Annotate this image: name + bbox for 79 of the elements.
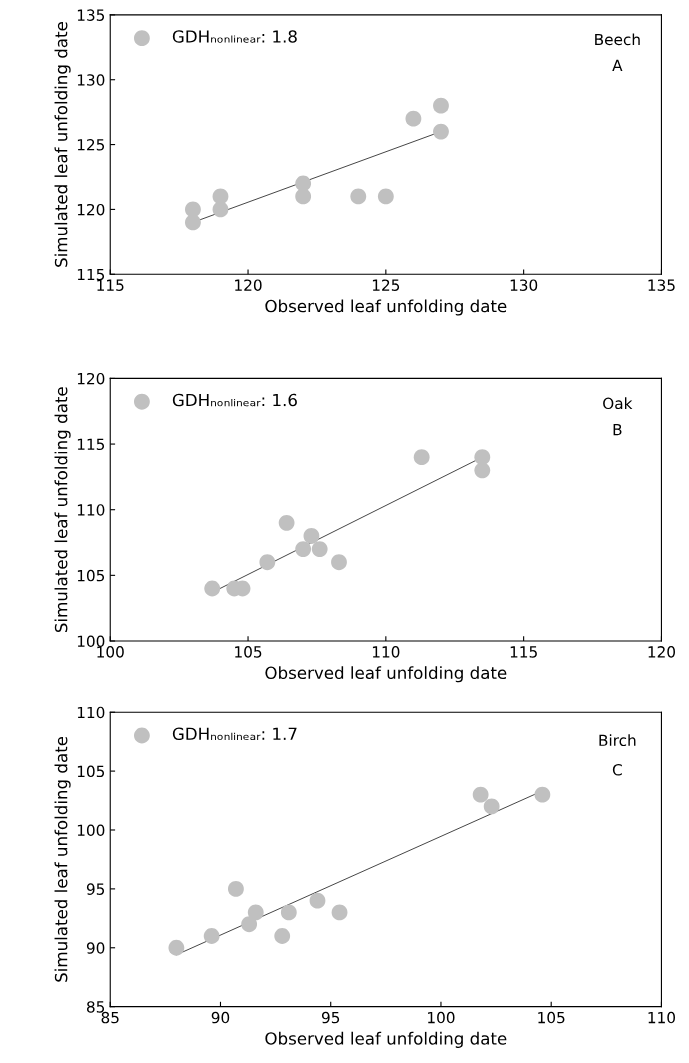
x-tick-label: 110 — [372, 646, 400, 658]
point — [274, 928, 291, 944]
point — [259, 554, 276, 571]
y-tick-label: 135 — [77, 9, 105, 21]
y-tick-label: 130 — [77, 74, 105, 86]
point — [474, 462, 491, 479]
x-tick-label: 120 — [235, 279, 262, 291]
y-tick-label: 110 — [77, 504, 105, 516]
point — [295, 175, 312, 192]
point — [433, 97, 449, 114]
point — [483, 798, 500, 815]
point — [185, 201, 201, 218]
y-tick-label: 115 — [77, 268, 105, 281]
y-tick-label: 120 — [77, 203, 105, 216]
y-tick-label: 125 — [77, 139, 105, 151]
point — [212, 201, 229, 218]
y-tick-label: 105 — [77, 765, 105, 778]
point — [228, 880, 244, 897]
point — [295, 188, 312, 205]
x-tick-label: 105 — [235, 646, 262, 658]
point — [433, 123, 449, 140]
point — [295, 541, 312, 558]
x-tick-label: 85 — [101, 1011, 119, 1024]
x-tick-label: 90 — [211, 1011, 230, 1024]
point — [168, 939, 185, 956]
x-tick-label: 115 — [97, 279, 124, 291]
x-axis-title: Observed leaf unfolding date — [265, 299, 507, 316]
point — [203, 928, 220, 944]
y-axis-title: Simulated leaf unfolding date — [54, 387, 71, 633]
annotation: Beech — [595, 33, 640, 46]
x-axis-title: Observed leaf unfolding date — [265, 666, 507, 683]
y-tick-label: 100 — [77, 824, 105, 837]
y-tick-label: 115 — [77, 438, 105, 451]
x-axis-title: Observed leaf unfolding date — [265, 1031, 507, 1048]
point — [405, 110, 422, 127]
x-tick-label: 100 — [97, 646, 124, 658]
point — [534, 786, 551, 803]
y-tick-label: 100 — [77, 635, 105, 648]
point — [472, 786, 489, 803]
point — [331, 554, 347, 571]
y-tick-label: 85 — [86, 1001, 105, 1013]
x-tick-label: 115 — [510, 646, 537, 658]
x-tick-label: 110 — [648, 1011, 676, 1024]
point — [474, 449, 491, 466]
x-tick-label: 130 — [510, 279, 538, 291]
annotation: Oak — [603, 397, 633, 410]
point — [247, 904, 264, 921]
x-tick-label: 125 — [372, 279, 400, 291]
point — [185, 214, 201, 231]
point — [311, 541, 328, 558]
y-tick-label: 110 — [77, 706, 105, 719]
point — [413, 449, 430, 466]
x-tick-label: 135 — [648, 279, 675, 291]
point — [204, 580, 221, 597]
y-axis-title: Simulated leaf unfolding date — [54, 22, 71, 267]
annotation: A — [612, 59, 623, 71]
point — [241, 916, 258, 933]
x-tick-label: 95 — [321, 1011, 340, 1024]
y-tick-label: 120 — [77, 372, 105, 385]
y-tick-label: 95 — [86, 883, 105, 895]
point — [331, 904, 348, 921]
y-tick-label: 90 — [86, 942, 105, 954]
annotation: C — [612, 763, 622, 776]
legend-label: GDHₙₒₙₗᵢₙₑₐᵣ: 1.8 — [172, 30, 297, 43]
annotation: Birch — [599, 734, 636, 747]
point — [309, 892, 326, 909]
point — [303, 528, 320, 544]
x-tick-label: 100 — [428, 1011, 455, 1024]
x-tick-label: 105 — [538, 1011, 565, 1024]
point — [280, 904, 297, 921]
legend-label: GDHₙₒₙₗᵢₙₑₐᵣ: 1.6 — [172, 393, 297, 407]
point — [350, 188, 367, 205]
legend-label: GDHₙₒₙₗᵢₙₑₐᵣ: 1.7 — [172, 727, 297, 741]
y-tick-label: 105 — [77, 569, 105, 582]
y-axis-title: Simulated leaf unfolding date — [54, 736, 71, 982]
point — [278, 514, 295, 531]
annotation: B — [613, 424, 622, 436]
point — [377, 188, 394, 205]
x-tick-label: 120 — [648, 646, 676, 658]
